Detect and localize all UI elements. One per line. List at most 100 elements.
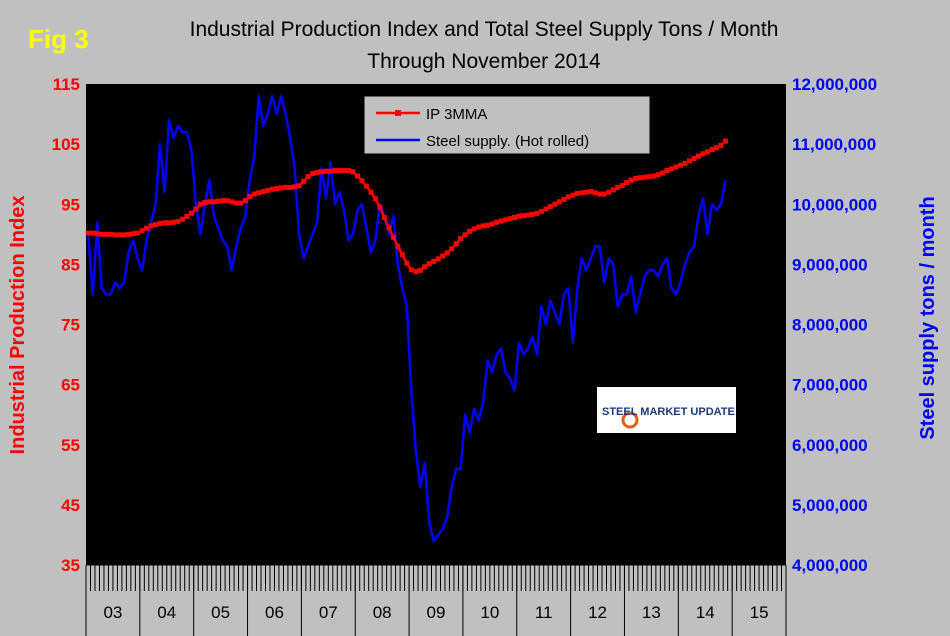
ip-point: [148, 223, 154, 229]
ip-point: [592, 190, 598, 196]
ip-point: [628, 177, 634, 183]
x-tick-label: 09: [427, 603, 446, 622]
ip-point: [642, 174, 648, 180]
ip-point: [90, 230, 96, 236]
ip-point: [512, 214, 518, 220]
ip-point: [341, 168, 347, 174]
ip-point: [238, 200, 244, 206]
x-tick-label: 08: [373, 603, 392, 622]
ip-point: [471, 226, 477, 232]
ip-point: [135, 230, 141, 236]
ip-point: [565, 194, 571, 200]
ip-point: [521, 213, 526, 219]
ip-point: [346, 168, 351, 174]
ip-point: [440, 253, 446, 259]
y-left-tick-label: 45: [61, 496, 80, 515]
x-tick-label: 13: [642, 603, 661, 622]
ip-point: [543, 206, 549, 212]
ip-point: [359, 178, 365, 184]
y-right-tick-label: 5,000,000: [792, 496, 868, 515]
x-tick-label: 12: [588, 603, 607, 622]
ip-point: [296, 183, 302, 189]
y-left-tick-label: 35: [61, 556, 80, 575]
ip-point: [202, 199, 208, 205]
y-axis-left: 35 45 55 65 75 85 95 105 115: [52, 75, 80, 575]
y-right-tick-label: 11,000,000: [792, 135, 876, 154]
ip-point: [287, 184, 293, 190]
ip-point: [669, 166, 675, 172]
ip-point: [700, 151, 706, 157]
ip-point: [193, 206, 199, 212]
y-right-tick-label: 12,000,000: [792, 75, 877, 94]
y-right-tick-label: 9,000,000: [792, 255, 868, 274]
ip-point: [184, 213, 190, 219]
ip-point: [687, 158, 693, 164]
ip-point: [534, 210, 540, 216]
x-axis: 03 04 05 06 07 08 09 10 11 12 13 14 15: [85, 564, 787, 636]
ip-point: [444, 250, 450, 256]
ip-point: [328, 168, 334, 174]
ip-point: [660, 170, 666, 176]
ip-point: [458, 236, 464, 242]
ip-point: [211, 199, 217, 205]
figure-label: Fig 3: [28, 24, 89, 54]
ip-point: [516, 213, 522, 219]
ip-point: [579, 190, 585, 196]
ip-point: [386, 225, 392, 231]
ip-point: [157, 220, 163, 226]
ip-point: [601, 191, 607, 197]
ip-point: [188, 210, 194, 216]
ip-point: [529, 211, 535, 217]
series-layer: [85, 94, 728, 543]
y-left-tick-label: 85: [61, 255, 80, 274]
ip-point: [179, 216, 185, 222]
ip-point: [507, 216, 513, 222]
ip-point: [489, 221, 495, 227]
x-tick-label: 15: [750, 603, 769, 622]
ip-point: [718, 142, 724, 148]
x-tick-label: 11: [535, 603, 553, 622]
ip-point: [144, 225, 150, 231]
y-right-tick-label: 4,000,000: [792, 556, 868, 575]
ip-point: [713, 145, 719, 151]
y-left-tick-label: 115: [53, 75, 80, 94]
ip-point: [175, 219, 181, 225]
x-tick-label: 06: [265, 603, 284, 622]
ip-point: [350, 169, 356, 175]
ip-point: [704, 149, 710, 155]
ip-point: [162, 220, 168, 226]
ip-point: [314, 169, 320, 175]
ip-point: [323, 168, 329, 174]
ip-point: [251, 191, 257, 197]
chart-title: Industrial Production Index and Total St…: [190, 18, 779, 41]
ip-point: [467, 228, 473, 234]
ip-point: [242, 198, 248, 204]
ip-point: [363, 183, 369, 189]
ip-point: [319, 169, 325, 175]
ip-point: [633, 175, 639, 181]
legend-label-steel: Steel supply. (Hot rolled): [426, 133, 589, 150]
ip-point: [682, 160, 688, 166]
y-left-tick-label: 95: [61, 195, 80, 214]
ip-point: [503, 217, 509, 223]
ip-point: [449, 246, 455, 252]
ip-point: [215, 198, 221, 204]
ip-point: [574, 190, 580, 196]
y-left-tick-label: 65: [61, 376, 80, 395]
ip-point: [637, 175, 643, 181]
y-right-tick-label: 8,000,000: [792, 316, 868, 335]
ip-point: [395, 243, 401, 249]
ip-point: [561, 196, 567, 202]
y-right-tick-label: 6,000,000: [792, 436, 868, 455]
ip-point: [547, 204, 553, 210]
ip-point: [413, 269, 419, 275]
ip-point: [462, 232, 468, 238]
y-left-tick-label: 105: [52, 135, 80, 154]
ip-point: [556, 199, 562, 205]
ip-point: [709, 147, 715, 153]
ip-point: [494, 219, 500, 225]
x-tick-label: 05: [211, 603, 230, 622]
logo-swoosh-icon: [621, 411, 639, 429]
ip-point: [292, 184, 298, 190]
